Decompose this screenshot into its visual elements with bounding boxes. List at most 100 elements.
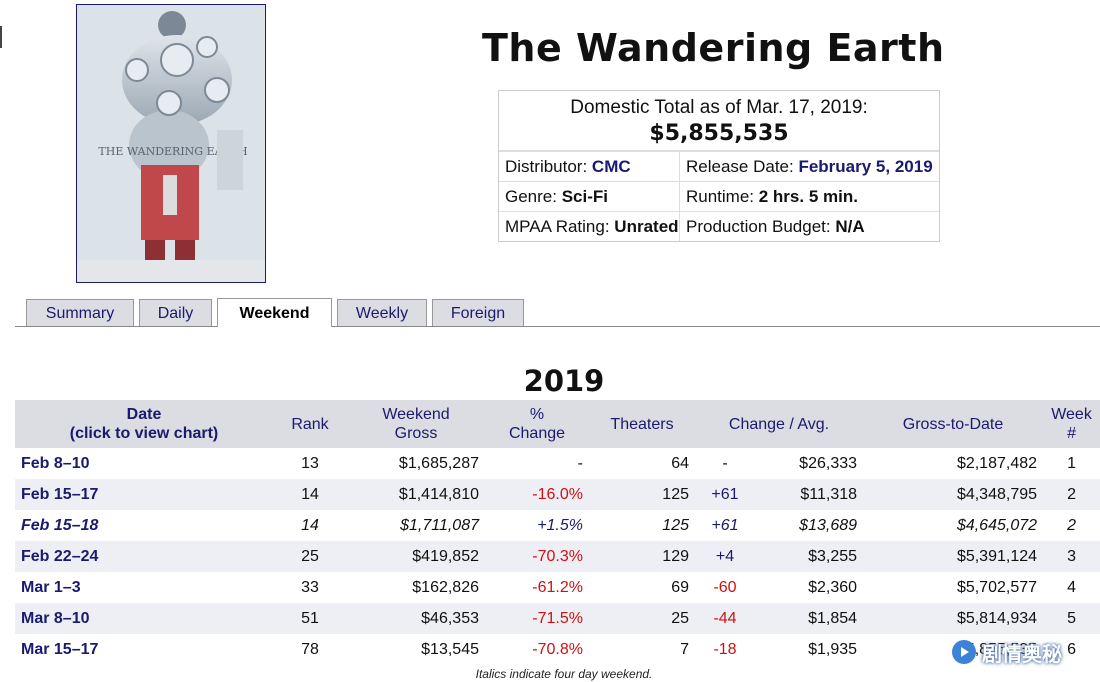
row-rank: 25	[273, 541, 347, 572]
box-office-summary: Domestic Total as of Mar. 17, 2019: $5,8…	[498, 90, 940, 242]
row-pct-change: -	[577, 454, 583, 472]
row-average: $13,689	[799, 516, 858, 534]
row-weekend-gross: $13,545	[421, 640, 479, 658]
row-week-number: 1	[1067, 454, 1076, 472]
tab-weekly[interactable]: Weekly	[337, 299, 427, 326]
row-theaters: 129	[589, 541, 695, 572]
row-theater-change: -	[722, 454, 728, 472]
theaters-header: Theaters	[589, 400, 695, 448]
row-pct-change: -71.5%	[485, 603, 589, 634]
row-average: $1,935	[808, 640, 858, 658]
row-date-link[interactable]: Feb 8–10	[21, 454, 90, 472]
row-gross-to-date: $4,645,072	[956, 516, 1038, 534]
row-average: $26,333	[799, 454, 858, 472]
row-weekend-gross: $1,414,810	[347, 479, 485, 510]
week-header-line2: #	[1067, 425, 1076, 442]
row-pct-change: -70.3%	[485, 541, 589, 572]
row-date-link[interactable]: Mar 1–3	[21, 578, 81, 596]
gross-to-date-header: Gross-to-Date	[863, 400, 1044, 448]
row-average: $1,854	[755, 603, 864, 634]
row-gross-to-date: $5,702,577	[956, 578, 1038, 596]
row-date-link[interactable]: Mar 15–17	[21, 640, 99, 658]
budget-value: N/A	[835, 217, 865, 236]
row-gross-to-date: $5,814,934	[863, 603, 1044, 634]
release-date-label: Release Date:	[686, 157, 799, 176]
row-average: $3,255	[755, 541, 864, 572]
budget-label: Production Budget:	[686, 217, 836, 236]
tab-bar-divider	[15, 326, 1100, 327]
row-week-number: 2	[1043, 479, 1100, 510]
runtime-label: Runtime:	[686, 187, 759, 206]
mpaa-cell: MPAA Rating: Unrated	[499, 211, 680, 241]
row-date-link[interactable]: Feb 22–24	[15, 541, 273, 572]
date-header-line1: Date	[126, 406, 162, 423]
movie-title: The Wandering Earth	[482, 26, 945, 70]
row-theaters: 125	[589, 479, 695, 510]
runtime-value: 2 hrs. 5 min.	[758, 187, 858, 206]
mpaa-value: Unrated	[614, 217, 679, 236]
row-pct-change: -61.2%	[532, 578, 583, 596]
row-date-link[interactable]: Feb 15–18	[21, 516, 99, 534]
row-theater-change: +4	[695, 541, 755, 572]
pct-change-header: % Change	[485, 400, 589, 448]
table-row: Mar 8–10 51 $46,353 -71.5% 25 -44 $1,854…	[15, 603, 1100, 634]
row-gross-to-date: $2,187,482	[956, 454, 1038, 472]
row-weekend-gross: $46,353	[347, 603, 485, 634]
row-date-link[interactable]: Feb 15–17	[15, 479, 273, 510]
genre-value: Sci-Fi	[561, 187, 608, 206]
week-header-line1: Week	[1051, 406, 1092, 423]
weekend-gross-header-line2: Gross	[394, 425, 438, 442]
weekend-gross-header: Weekend Gross	[347, 400, 485, 448]
row-pct-change: -70.8%	[532, 640, 583, 658]
domestic-total-value: $5,855,535	[649, 121, 789, 146]
row-weekend-gross: $162,826	[412, 578, 479, 596]
table-row: Feb 8–10 13 $1,685,287 - 64 - $26,333 $2…	[15, 448, 1100, 479]
weekend-table: Date (click to view chart) Rank Weekend …	[15, 400, 1100, 665]
tab-foreign[interactable]: Foreign	[432, 299, 524, 326]
date-header: Date (click to view chart)	[15, 400, 273, 448]
play-icon	[952, 640, 976, 664]
distributor-link[interactable]: CMC	[591, 157, 631, 176]
row-rank: 13	[301, 454, 319, 472]
poster-artwork: THE WANDERING EARTH	[77, 5, 265, 282]
site-watermark: 剧情奥秘	[950, 636, 1068, 668]
row-pct-change: -16.0%	[485, 479, 589, 510]
row-theaters: 7	[680, 640, 689, 658]
row-week-number: 5	[1043, 603, 1100, 634]
row-weekend-gross: $1,685,287	[398, 454, 479, 472]
row-pct-change: +1.5%	[537, 516, 583, 534]
table-row: Feb 22–24 25 $419,852 -70.3% 129 +4 $3,2…	[15, 541, 1100, 572]
runtime-cell: Runtime: 2 hrs. 5 min.	[680, 181, 939, 211]
poster-title-text: THE WANDERING EARTH	[98, 145, 247, 158]
distributor-cell: Distributor: CMC	[499, 151, 680, 181]
table-header-row: Date (click to view chart) Rank Weekend …	[15, 400, 1100, 448]
row-theaters: 25	[589, 603, 695, 634]
row-theater-change: -44	[695, 603, 755, 634]
movie-poster[interactable]: THE WANDERING EARTH	[76, 4, 266, 283]
tab-summary[interactable]: Summary	[26, 299, 134, 326]
row-week-number: 3	[1043, 541, 1100, 572]
mpaa-label: MPAA Rating:	[505, 217, 615, 236]
release-date-link[interactable]: February 5, 2019	[798, 157, 933, 176]
row-rank: 33	[301, 578, 319, 596]
table-row: Mar 1–3 33 $162,826 -61.2% 69 -60 $2,360…	[15, 572, 1100, 603]
row-rank: 78	[301, 640, 319, 658]
row-weekend-gross: $419,852	[347, 541, 485, 572]
row-theater-change: -60	[713, 578, 737, 596]
tab-daily[interactable]: Daily	[139, 299, 212, 326]
row-week-number: 4	[1067, 578, 1076, 596]
row-theaters: 69	[671, 578, 689, 596]
release-date-cell: Release Date: February 5, 2019	[680, 151, 939, 181]
row-theater-change: -18	[713, 640, 737, 658]
watermark-text: 剧情奥秘	[982, 641, 1062, 666]
year-heading: 2019	[523, 364, 605, 398]
row-rank: 51	[273, 603, 347, 634]
row-date-link[interactable]: Mar 8–10	[15, 603, 273, 634]
tab-weekend[interactable]: Weekend	[217, 298, 332, 327]
pct-change-header-line1: %	[529, 406, 545, 423]
row-theater-change: +61	[711, 516, 739, 534]
table-row: Feb 15–18 14 $1,711,087 +1.5% 125 +61 $1…	[15, 510, 1100, 541]
row-gross-to-date: $5,391,124	[863, 541, 1044, 572]
week-header: Week #	[1043, 400, 1100, 448]
rank-header: Rank	[273, 400, 347, 448]
